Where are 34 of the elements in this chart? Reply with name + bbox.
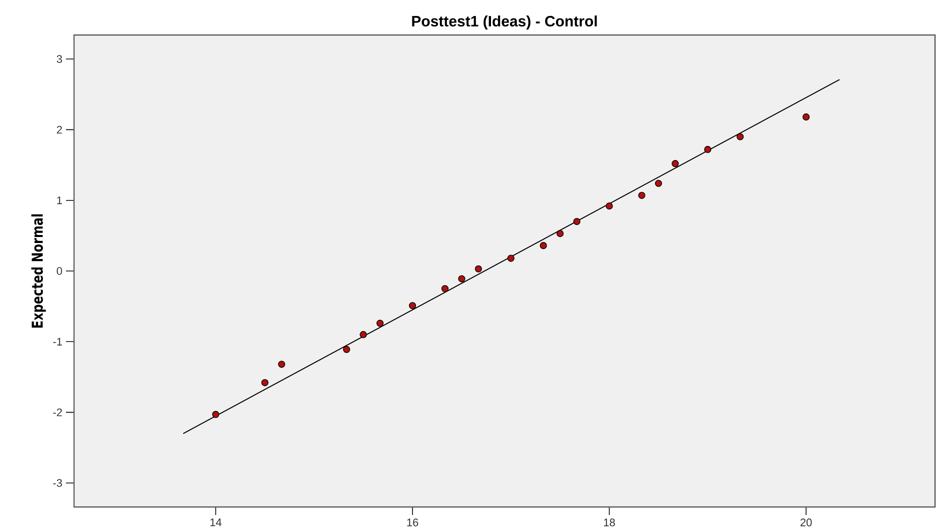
y-axis-title: Expected Normal: [31, 214, 46, 328]
point: [736, 133, 744, 140]
point: [802, 114, 810, 121]
x-tick-label: 18: [604, 518, 615, 526]
x-tick-label: 20: [800, 518, 812, 526]
point: [507, 254, 514, 262]
point: [278, 360, 286, 368]
y-tick-label: -2: [53, 408, 62, 416]
y-tick-label: 0: [56, 267, 62, 276]
point: [360, 331, 367, 338]
y-tick-label: 2: [56, 126, 62, 134]
y-tick-label: 3: [56, 55, 62, 64]
x-tick-label: 14: [210, 518, 222, 526]
point: [704, 146, 712, 154]
point: [638, 192, 646, 200]
y-tick-label: -1: [53, 338, 62, 346]
chart-title: Posttest1 (Ideas) - Control: [412, 16, 597, 30]
point: [540, 242, 547, 250]
point: [212, 411, 220, 418]
point: [458, 275, 466, 282]
y-tick-label: 1: [57, 196, 62, 204]
point: [556, 230, 564, 238]
point: [606, 202, 613, 210]
y-tick-label: -3: [53, 479, 62, 488]
point: [408, 302, 416, 310]
point: [672, 160, 679, 168]
point: [376, 320, 384, 328]
point: [573, 218, 580, 226]
x-tick-label: 16: [407, 518, 418, 526]
point: [261, 379, 268, 386]
point: [441, 285, 449, 292]
point: [654, 180, 662, 188]
point: [343, 346, 350, 354]
point: [474, 266, 482, 273]
